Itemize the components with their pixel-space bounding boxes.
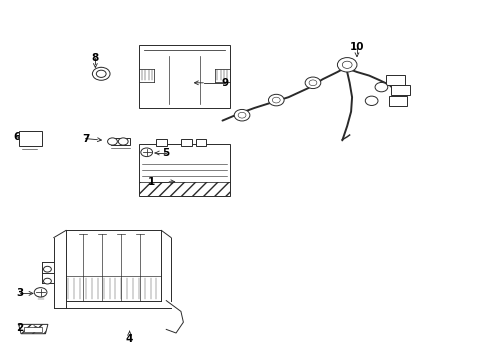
Circle shape: [342, 61, 351, 68]
Circle shape: [234, 109, 249, 121]
Text: 6: 6: [14, 132, 20, 142]
Polygon shape: [19, 324, 48, 334]
Circle shape: [238, 112, 245, 118]
Circle shape: [34, 288, 47, 297]
Bar: [181, 139, 191, 146]
Bar: [388, 96, 407, 106]
Text: 7: 7: [81, 134, 89, 144]
Circle shape: [308, 80, 316, 86]
Bar: [139, 181, 229, 196]
Circle shape: [374, 82, 387, 92]
Circle shape: [365, 96, 377, 105]
Bar: [139, 144, 229, 196]
Bar: [110, 138, 130, 145]
Text: 8: 8: [92, 53, 99, 63]
Text: 3: 3: [16, 288, 23, 298]
Circle shape: [107, 138, 117, 145]
Text: 9: 9: [221, 78, 228, 88]
Circle shape: [118, 138, 128, 145]
Text: 2: 2: [16, 323, 23, 333]
Circle shape: [268, 94, 284, 106]
Circle shape: [305, 77, 320, 89]
Bar: [386, 75, 404, 85]
Circle shape: [43, 266, 51, 272]
Circle shape: [272, 97, 280, 103]
Circle shape: [43, 278, 51, 284]
Text: 10: 10: [349, 42, 364, 52]
Bar: [19, 131, 42, 146]
Circle shape: [96, 70, 106, 77]
Circle shape: [337, 58, 356, 72]
Text: 5: 5: [163, 148, 169, 158]
Bar: [390, 85, 409, 95]
Text: 4: 4: [125, 334, 133, 344]
Bar: [24, 327, 42, 332]
Bar: [195, 139, 206, 146]
Text: 1: 1: [148, 177, 155, 187]
Circle shape: [92, 67, 110, 80]
Bar: [139, 45, 229, 108]
Bar: [156, 139, 167, 146]
Circle shape: [141, 148, 152, 157]
